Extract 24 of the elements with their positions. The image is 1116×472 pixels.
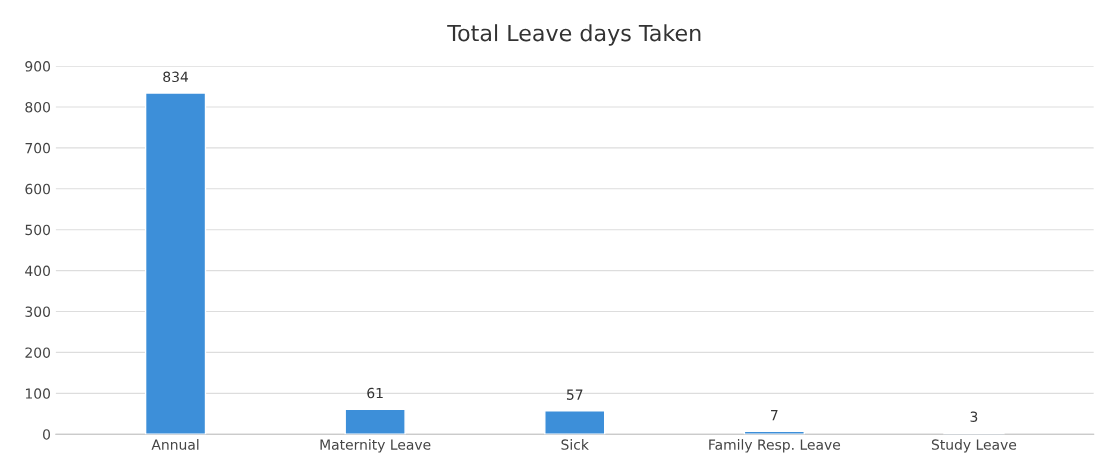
y-tick-label: 800 <box>25 101 51 113</box>
bar <box>344 408 406 435</box>
x-tick-label: Sick <box>561 439 589 450</box>
data-label: 61 <box>367 387 383 399</box>
x-tick-label: Study Leave <box>931 439 1017 453</box>
bar <box>144 92 207 435</box>
x-tick-label: Maternity Leave <box>320 439 431 453</box>
y-tick-label: 300 <box>25 306 51 317</box>
y-tick-label: 600 <box>25 183 51 195</box>
y-tick-label: 900 <box>25 61 51 72</box>
y-tick-label: 100 <box>25 388 51 399</box>
x-tick-label: Annual <box>151 439 199 450</box>
y-tick-label: 700 <box>25 142 51 154</box>
data-label: 834 <box>163 71 189 83</box>
y-tick-label: 0 <box>43 429 51 440</box>
bar <box>544 410 606 435</box>
data-label: 57 <box>566 389 583 400</box>
y-tick-label: 200 <box>25 347 51 358</box>
data-label: 3 <box>970 411 978 422</box>
chart-title: Total Leave days Taken <box>447 24 701 46</box>
x-tick-label: Family Resp. Leave <box>709 439 841 453</box>
data-label: 7 <box>771 410 778 421</box>
y-tick-label: 400 <box>25 265 51 277</box>
y-tick-label: 500 <box>25 224 51 236</box>
